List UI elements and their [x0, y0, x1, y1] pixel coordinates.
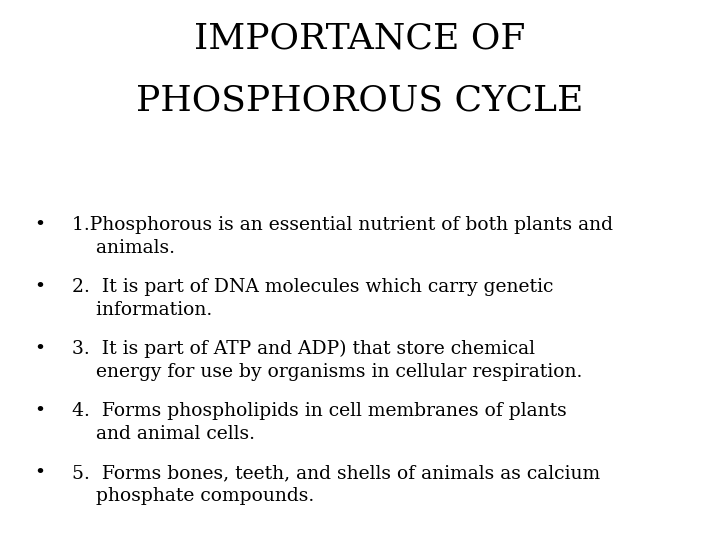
Text: •: •	[34, 340, 45, 358]
Text: •: •	[34, 216, 45, 234]
Text: •: •	[34, 464, 45, 482]
Text: 4.  Forms phospholipids in cell membranes of plants
    and animal cells.: 4. Forms phospholipids in cell membranes…	[72, 402, 567, 443]
Text: 1.Phosphorous is an essential nutrient of both plants and
    animals.: 1.Phosphorous is an essential nutrient o…	[72, 216, 613, 257]
Text: •: •	[34, 278, 45, 296]
Text: 5.  Forms bones, teeth, and shells of animals as calcium
    phosphate compounds: 5. Forms bones, teeth, and shells of ani…	[72, 464, 600, 505]
Text: 3.  It is part of ATP and ADP) that store chemical
    energy for use by organis: 3. It is part of ATP and ADP) that store…	[72, 340, 582, 381]
Text: IMPORTANCE OF: IMPORTANCE OF	[194, 22, 526, 56]
Text: 2.  It is part of DNA molecules which carry genetic
    information.: 2. It is part of DNA molecules which car…	[72, 278, 554, 319]
Text: PHOSPHOROUS CYCLE: PHOSPHOROUS CYCLE	[136, 84, 584, 118]
Text: •: •	[34, 402, 45, 420]
